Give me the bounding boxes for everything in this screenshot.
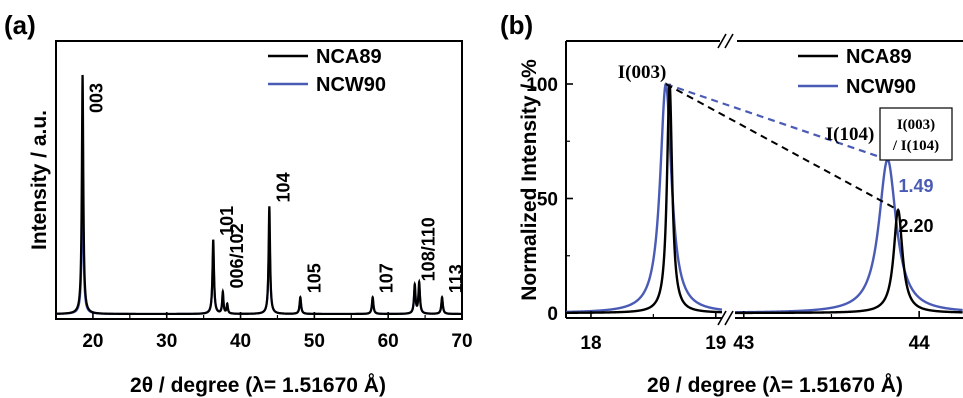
panel-b-x-axis-label: 2θ / degree (λ= 1.51670 Å) [647, 373, 903, 397]
legend-label-nca89-a: NCA89 [316, 46, 382, 68]
x-tick-label-a: 30 [156, 331, 177, 352]
x-tick-label-a: 70 [451, 331, 472, 352]
ratio-line-ncw90 [665, 82, 888, 161]
legend-label-nca89-b: NCA89 [846, 46, 912, 68]
panel-b-frame [565, 33, 963, 326]
panel-b-y-axis-label: Normalized Intensity / % [518, 59, 541, 301]
peak-label: 105 [304, 263, 324, 293]
panel-b-right-series [735, 158, 963, 315]
x-tick-label-a: 40 [230, 331, 251, 352]
y-tick-label-b: 100 [526, 75, 558, 96]
x-tick-label-b: 18 [580, 333, 601, 354]
panel-a-frame [55, 40, 463, 320]
panel-b-label: (b) [500, 10, 533, 40]
x-tick-label-a: 60 [378, 331, 399, 352]
series-nca89-line-a [56, 74, 462, 316]
peak-label: 101 [217, 206, 237, 236]
x-tick-label-a: 50 [304, 331, 325, 352]
ratio-box: I(003) / I(104) [879, 107, 953, 161]
legend-label-ncw90-b: NCW90 [846, 76, 916, 98]
panel-a-legend: NCA89 NCW90 [268, 46, 386, 96]
ratio-line-nca89 [665, 83, 899, 211]
panel-b-y-ticks: 0 50 100 [526, 75, 573, 325]
annotation-i104: I(104) [826, 124, 875, 145]
peak-label: 104 [273, 172, 293, 202]
series-nca89-line-b-right [735, 207, 963, 315]
peak-label: 108/110 [419, 217, 439, 281]
x-tick-label-b: 43 [733, 333, 754, 354]
ratio-box-line1: I(003) [897, 117, 935, 133]
peak-label: 006/102 [227, 223, 247, 288]
y-tick-label-b: 0 [547, 304, 558, 325]
ratio-value-ncw90: 1.49 [898, 176, 933, 196]
annotation-i003: I(003) [618, 62, 667, 83]
x-tick-label-b: 19 [705, 333, 726, 354]
y-tick-label-b: 50 [537, 190, 558, 211]
ratio-value-nca89: 2.20 [898, 216, 933, 236]
peak-label: 113 [446, 264, 466, 293]
x-tick-label-a: 20 [82, 331, 103, 352]
panel-b-legend: NCA89 NCW90 [798, 46, 916, 98]
panel-a-y-axis-label: Intensity / a.u. [28, 110, 51, 250]
panel-a-label: (a) [4, 10, 36, 40]
series-ncw90-line-a [56, 182, 462, 316]
panel-b-left-series [566, 82, 722, 314]
panel-a-x-ticks: 20 30 40 50 60 70 [55, 312, 473, 352]
panel-a-series [56, 74, 462, 316]
peak-label: 107 [377, 263, 397, 293]
x-tick-label-b: 44 [909, 333, 931, 354]
legend-label-ncw90-a: NCW90 [316, 74, 386, 96]
series-ncw90-line-b-left [566, 82, 722, 314]
panel-a-x-axis-label: 2θ / degree (λ= 1.51670 Å) [130, 373, 386, 397]
peak-label: 003 [87, 83, 107, 113]
series-nca89-line-b-left [566, 83, 722, 314]
ratio-box-line2: / I(104) [892, 138, 939, 154]
panel-b-x-ticks: 18 19 43 44 [580, 311, 930, 354]
